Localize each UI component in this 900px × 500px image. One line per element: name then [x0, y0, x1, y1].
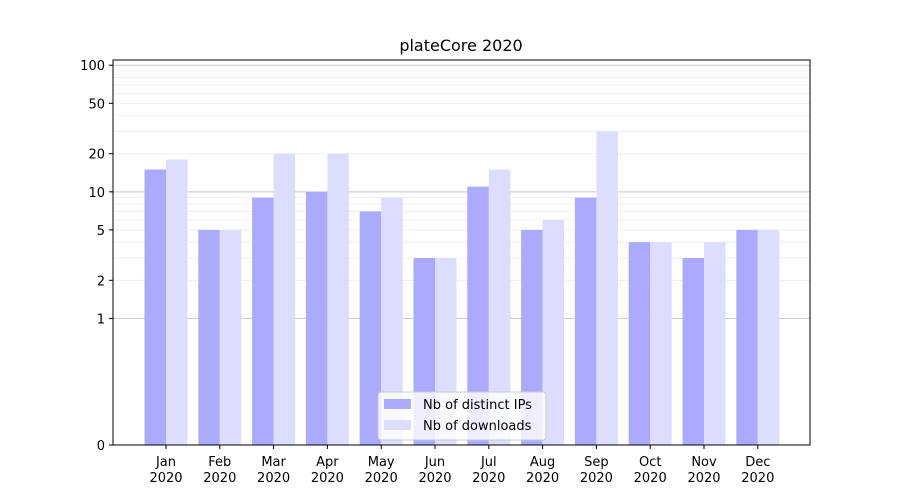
- x-tick-label-year: 2020: [687, 471, 720, 486]
- x-tick-label-month: Mar: [261, 455, 286, 470]
- legend-swatch: [384, 420, 411, 430]
- x-tick-label-month: Nov: [691, 455, 717, 470]
- x-tick-label-year: 2020: [365, 471, 398, 486]
- bar-downloads: [327, 153, 349, 446]
- bar-distinct-ips: [521, 229, 543, 445]
- bar-distinct-ips: [682, 258, 704, 445]
- x-tick-label-year: 2020: [418, 471, 451, 486]
- y-tick-label: 20: [88, 148, 105, 163]
- bar-distinct-ips: [198, 229, 220, 445]
- y-tick-label: 2: [97, 274, 105, 289]
- legend-label: Nb of distinct IPs: [423, 398, 532, 413]
- bar-distinct-ips: [574, 197, 597, 445]
- y-tick-label: 10: [88, 186, 105, 201]
- x-tick-label-year: 2020: [257, 471, 290, 486]
- bar-downloads: [650, 242, 672, 445]
- y-tick-label: 100: [80, 59, 105, 74]
- bar-downloads: [596, 131, 618, 445]
- x-tick-label-year: 2020: [203, 471, 236, 486]
- y-tick-label: 1: [97, 312, 105, 327]
- x-tick-label-month: Jun: [424, 455, 445, 470]
- x-tick-label-month: Apr: [316, 455, 339, 470]
- x-tick-label-month: Sep: [584, 455, 609, 470]
- bar-distinct-ips: [359, 211, 382, 445]
- legend: Nb of distinct IPs Nb of downloads: [377, 391, 547, 441]
- y-axis: 0 1 2 5 10 20 50 100: [80, 59, 113, 454]
- legend-swatch: [384, 399, 411, 409]
- y-tick-label: 0: [97, 439, 105, 454]
- chart-title: plateCore 2020: [399, 36, 522, 55]
- x-axis: Jan2020Feb2020Mar2020Apr2020May2020Jun20…: [149, 445, 774, 486]
- bar-downloads: [166, 159, 188, 445]
- bar-downloads: [273, 153, 296, 446]
- y-tick-label: 5: [97, 224, 105, 239]
- x-tick-label-year: 2020: [472, 471, 505, 486]
- bar-distinct-ips: [467, 186, 489, 446]
- x-tick-label-year: 2020: [526, 471, 559, 486]
- x-tick-label-month: May: [368, 455, 395, 470]
- bar-downloads: [381, 197, 403, 445]
- x-tick-label-month: Feb: [208, 455, 231, 470]
- x-tick-label-year: 2020: [741, 471, 774, 486]
- bar-downloads: [542, 219, 565, 445]
- legend-label: Nb of downloads: [423, 419, 532, 434]
- x-tick-label-month: Aug: [530, 455, 555, 470]
- x-tick-label-month: Jan: [155, 455, 176, 470]
- bar-distinct-ips: [736, 229, 758, 445]
- x-tick-label-month: Oct: [639, 455, 661, 470]
- plot-frame: [112, 59, 811, 446]
- bar-downloads: [757, 229, 780, 445]
- x-tick-label-year: 2020: [580, 471, 613, 486]
- bar-distinct-ips: [252, 197, 274, 445]
- x-tick-label-year: 2020: [634, 471, 667, 486]
- bars-layer: [144, 131, 780, 446]
- x-tick-label-year: 2020: [311, 471, 344, 486]
- bar-downloads: [488, 169, 511, 445]
- bar-downloads: [219, 229, 242, 445]
- bar-downloads: [704, 242, 726, 445]
- x-tick-label-year: 2020: [149, 471, 182, 486]
- bar-distinct-ips: [305, 191, 328, 445]
- bar-distinct-ips: [628, 242, 651, 445]
- x-tick-label-month: Jul: [480, 455, 497, 470]
- y-tick-label: 50: [88, 97, 105, 112]
- x-tick-label-month: Dec: [745, 455, 770, 470]
- bar-distinct-ips: [144, 169, 166, 445]
- legend-box: [377, 391, 547, 441]
